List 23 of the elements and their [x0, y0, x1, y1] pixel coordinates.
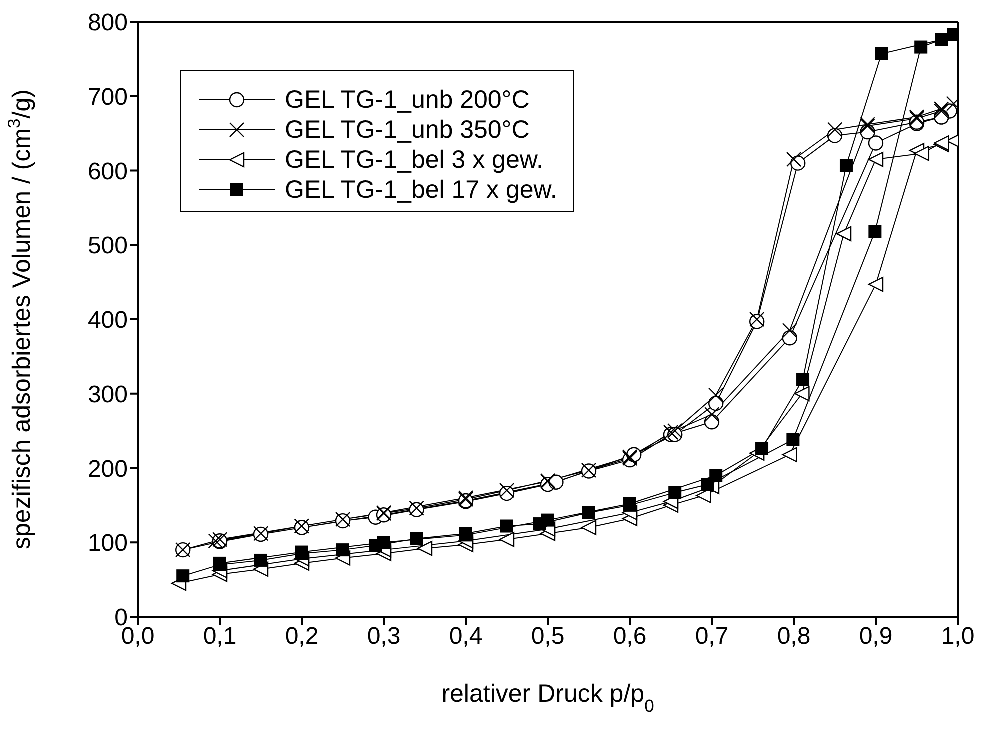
- x-tick-label: 0,3: [367, 623, 401, 650]
- y-tick-label: 800: [88, 10, 128, 37]
- x-axis-title: relativer Druck p/p$_{0}$: [442, 680, 655, 716]
- y-tick-label: 600: [88, 158, 128, 186]
- x-tick-label: 0,7: [695, 623, 729, 650]
- legend-label: GEL TG-1_unb 350°C: [285, 116, 530, 144]
- y-tick-label: 500: [88, 232, 128, 260]
- x-tick-label: 0,1: [203, 623, 237, 650]
- x-tick-label: 0,9: [859, 623, 893, 650]
- y-tick-label: 400: [88, 307, 128, 334]
- y-tick-label: 300: [88, 381, 128, 408]
- x-tick-label: 0,2: [285, 623, 319, 650]
- y-tick-label: 100: [88, 530, 128, 558]
- x-tick-label: 0,4: [449, 623, 483, 650]
- x-tick-label: 0,8: [777, 623, 811, 650]
- y-tick-label: 200: [88, 456, 128, 483]
- x-tick-label: 0,6: [613, 623, 647, 650]
- x-tick-label: 1,0: [941, 623, 975, 650]
- legend-label: GEL TG-1_bel 17 x gew.: [285, 176, 558, 204]
- y-tick-label: 700: [88, 84, 128, 111]
- legend-label: GEL TG-1_bel 3 x gew.: [285, 146, 544, 174]
- legend-label: GEL TG-1_unb 200°C: [285, 86, 530, 114]
- x-tick-label: 0,5: [531, 623, 565, 650]
